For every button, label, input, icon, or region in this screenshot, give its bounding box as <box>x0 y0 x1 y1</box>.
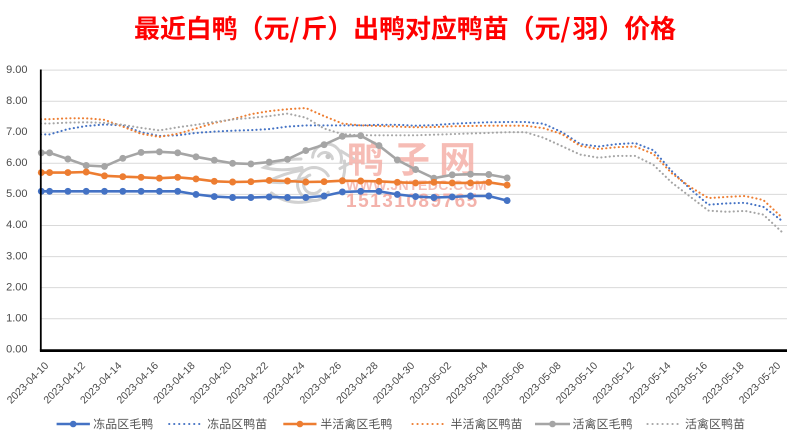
svg-text:1.00: 1.00 <box>6 312 27 324</box>
svg-text:15131089765: 15131089765 <box>346 191 479 212</box>
svg-text:3.00: 3.00 <box>6 250 27 262</box>
svg-text:0.00: 0.00 <box>6 344 27 356</box>
svg-text:7.00: 7.00 <box>6 126 27 138</box>
svg-text:5.00: 5.00 <box>6 188 27 200</box>
svg-text:9.00: 9.00 <box>6 64 27 76</box>
svg-text:6.00: 6.00 <box>6 157 27 169</box>
svg-text:2.00: 2.00 <box>6 281 27 293</box>
svg-text:4.00: 4.00 <box>6 219 27 231</box>
svg-text:8.00: 8.00 <box>6 95 27 107</box>
